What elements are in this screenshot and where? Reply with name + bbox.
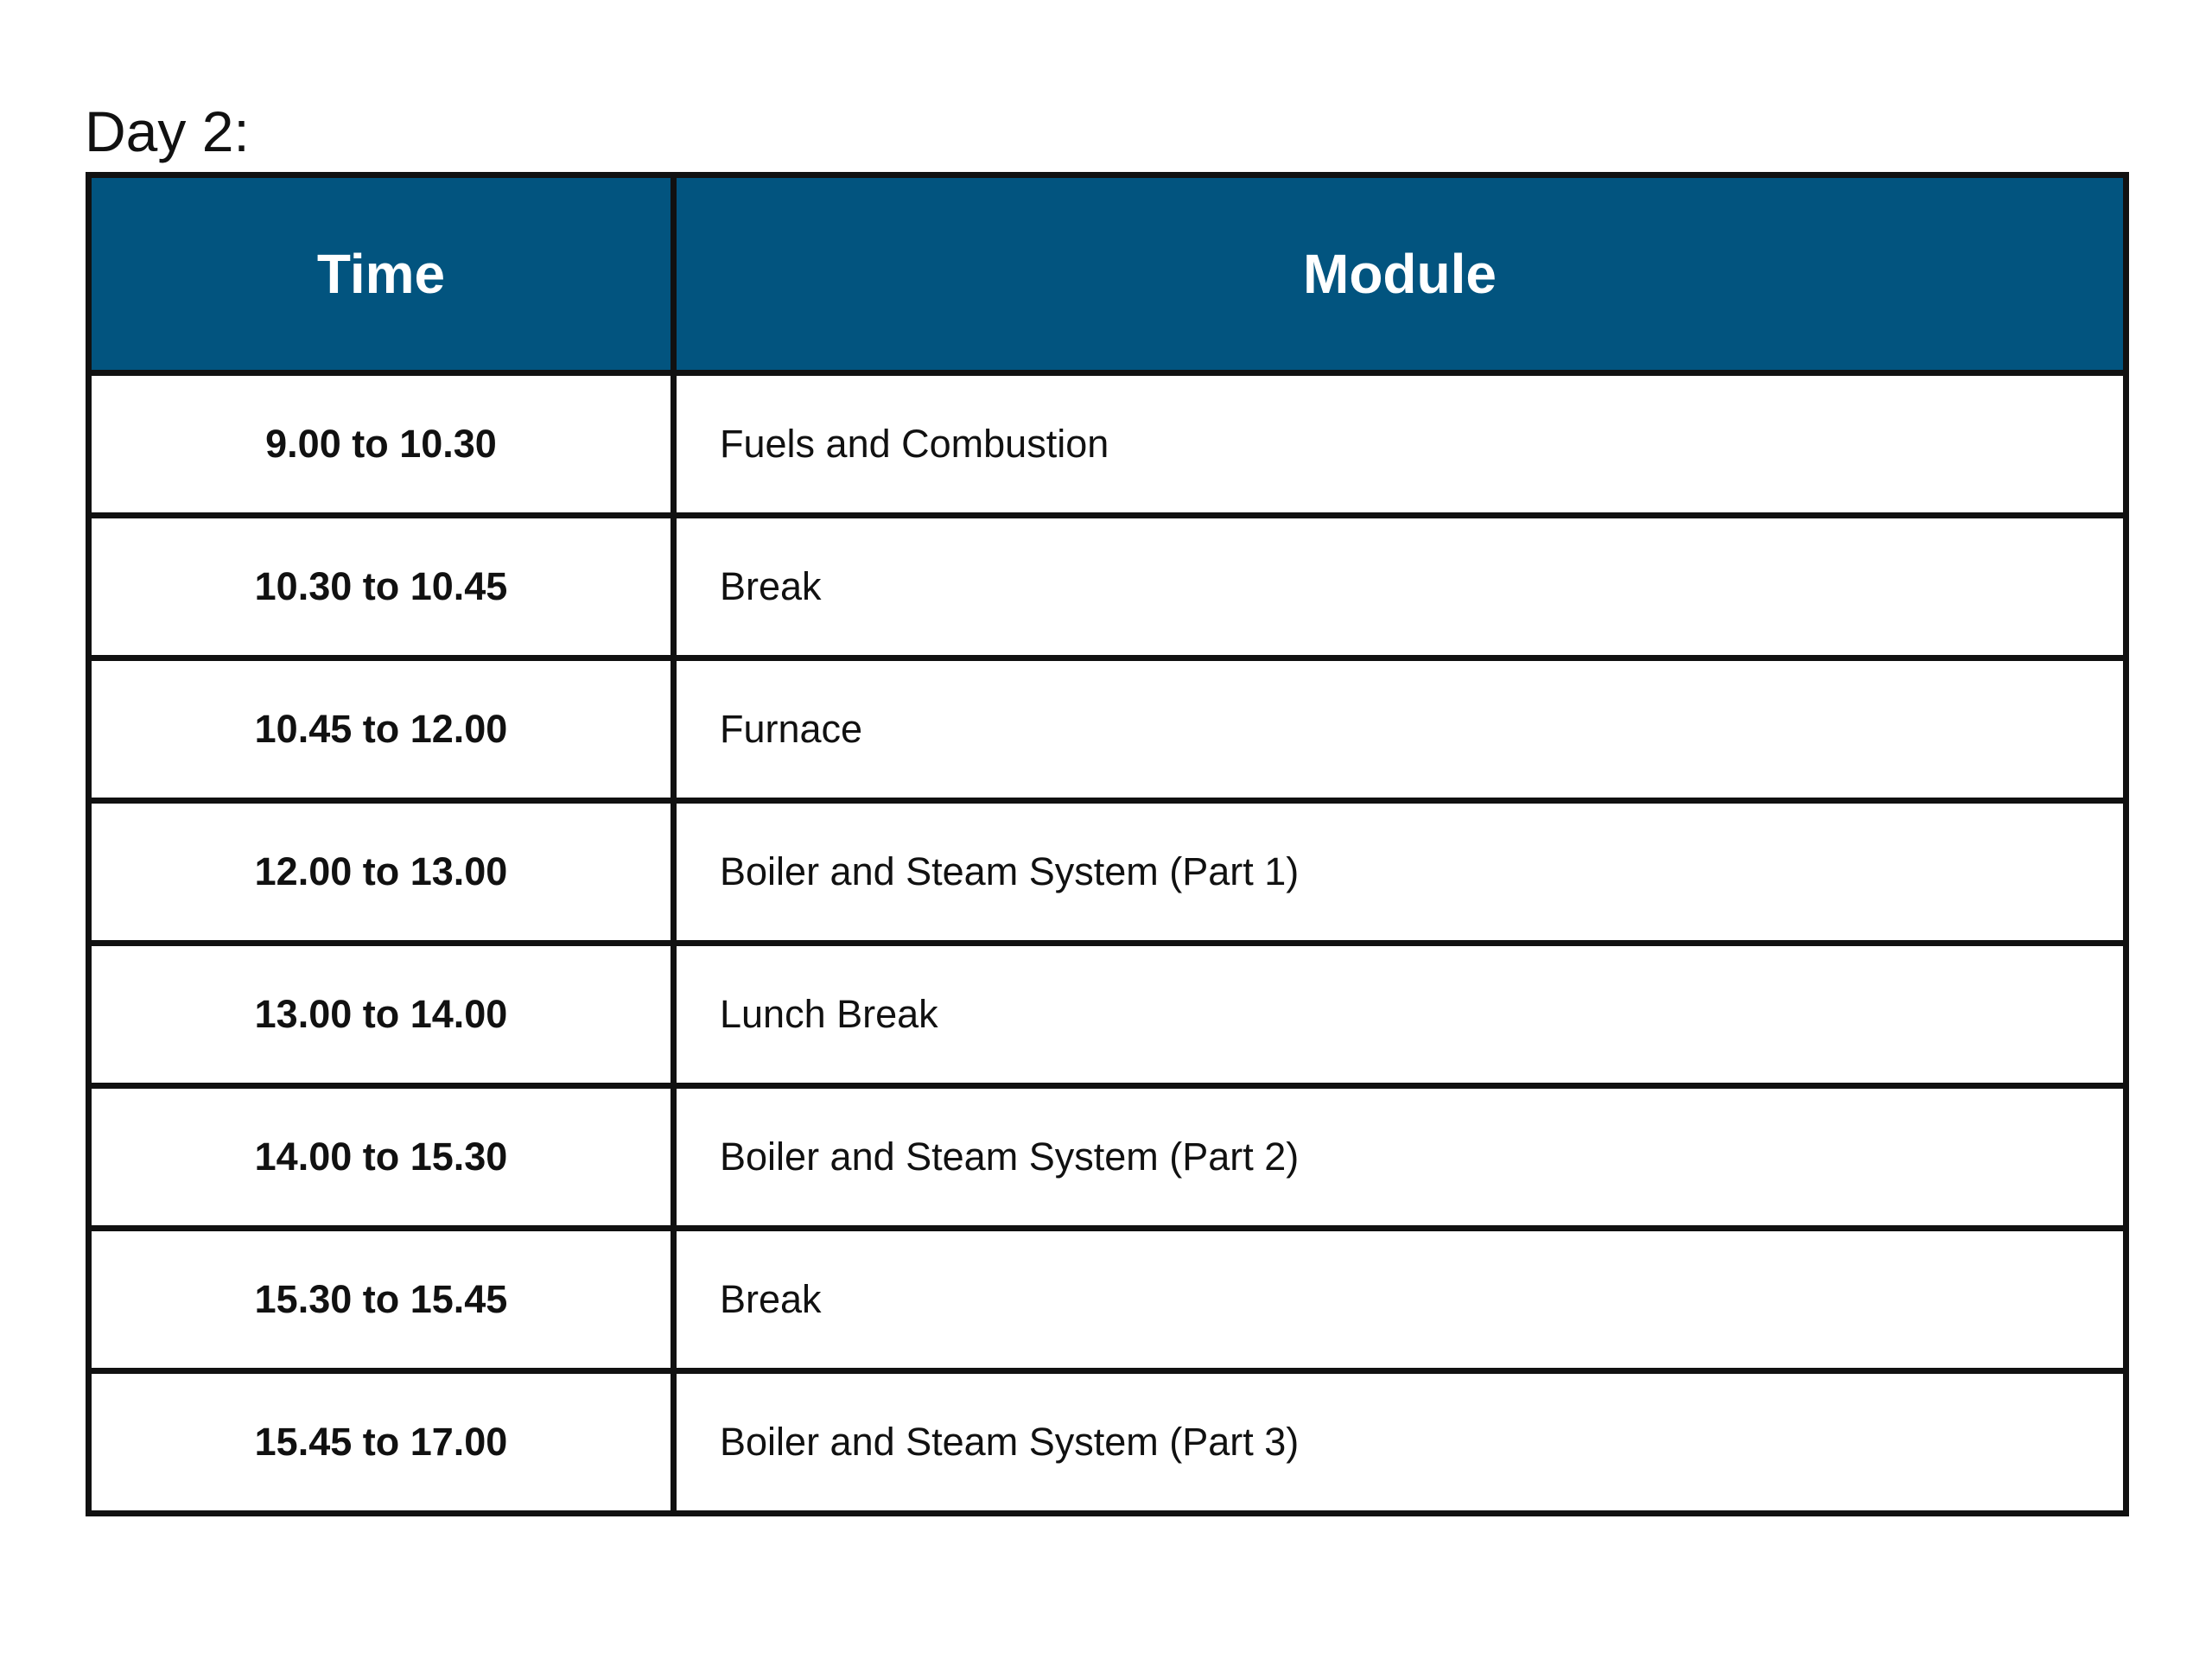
time-cell: 10.30 to 10.45 [86,512,677,661]
module-cell: Fuels and Combustion [671,370,2129,518]
module-cell: Break [671,1225,2129,1374]
table-row: 14.00 to 15.30 Boiler and Steam System (P… [86,1083,2129,1231]
column-header-module: Module [671,172,2129,376]
module-cell: Boiler and Steam System (Part 3) [671,1368,2129,1516]
time-cell: 12.00 to 13.00 [86,798,677,946]
table-row: 9.00 to 10.30 Fuels and Combustion [86,370,2129,518]
table-row: 10.30 to 10.45 Break [86,512,2129,661]
table-row: 15.45 to 17.00 Boiler and Steam System (P… [86,1368,2129,1516]
table-row: 13.00 to 14.00 Lunch Break [86,940,2129,1089]
time-cell: 9.00 to 10.30 [86,370,677,518]
page-title: Day 2: [85,99,250,163]
column-header-time: Time [86,172,677,376]
time-cell: 15.30 to 15.45 [86,1225,677,1374]
module-cell: Boiler and Steam System (Part 2) [671,1083,2129,1231]
module-cell: Boiler and Steam System (Part 1) [671,798,2129,946]
time-cell: 10.45 to 12.00 [86,655,677,804]
table-row: 12.00 to 13.00 Boiler and Steam System (P… [86,798,2129,946]
table-row: 10.45 to 12.00 Furnace [86,655,2129,804]
module-cell: Furnace [671,655,2129,804]
module-cell: Break [671,512,2129,661]
schedule-table: Time Module 9.00 to 10.30 Fuels and Combu… [86,172,2129,1516]
table-row: 15.30 to 15.45 Break [86,1225,2129,1374]
time-cell: 15.45 to 17.00 [86,1368,677,1516]
time-cell: 13.00 to 14.00 [86,940,677,1089]
module-cell: Lunch Break [671,940,2129,1089]
header-row: Time Module [86,172,2129,376]
time-cell: 14.00 to 15.30 [86,1083,677,1231]
